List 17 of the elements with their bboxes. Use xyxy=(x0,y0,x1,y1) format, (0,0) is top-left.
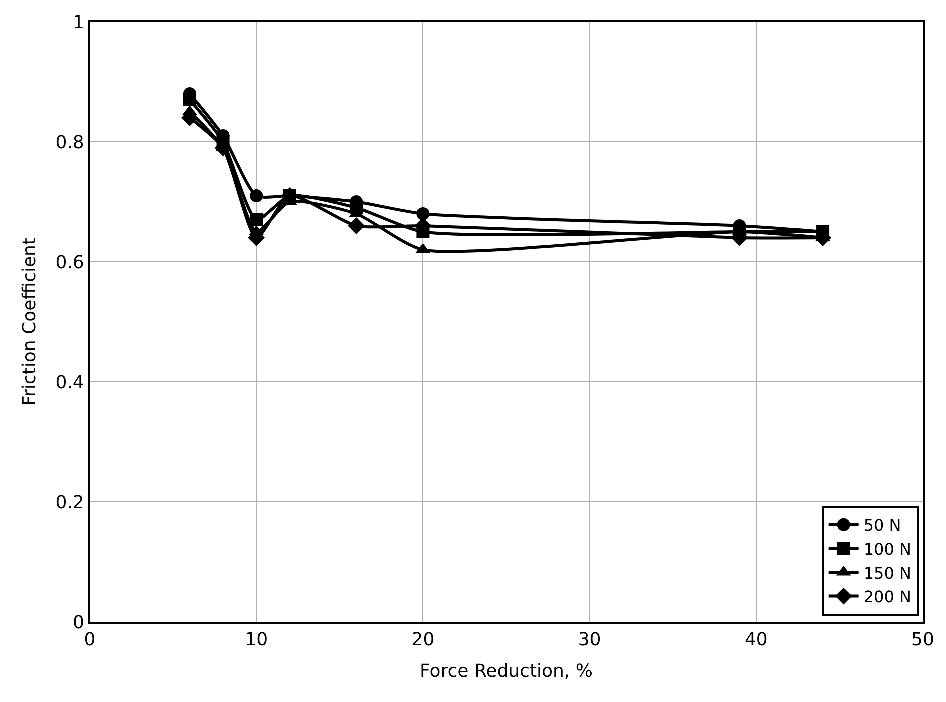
x-tick-label: 10 xyxy=(245,630,268,651)
legend-label: 200 N xyxy=(864,588,912,607)
legend-label: 100 N xyxy=(864,540,912,559)
y-tick-label: 0.8 xyxy=(56,132,84,154)
x-axis-title: Force Reduction, % xyxy=(420,661,593,682)
x-tick-label: 40 xyxy=(744,630,768,651)
y-axis-title: Friction Coefficient xyxy=(19,238,40,406)
y-tick-label: 0.6 xyxy=(56,252,84,274)
y-tick-label: 0 xyxy=(72,612,84,634)
legend-label: 50 N xyxy=(864,516,902,536)
y-tick-label: 1 xyxy=(72,12,84,34)
y-tick-label: 0.4 xyxy=(56,372,84,394)
legend-label: 150 N xyxy=(864,564,912,583)
x-tick-label: 30 xyxy=(578,630,602,651)
y-tick-label: 0.2 xyxy=(56,492,84,514)
x-tick-label: 50 xyxy=(912,630,934,651)
x-tick-label: 20 xyxy=(412,630,435,651)
